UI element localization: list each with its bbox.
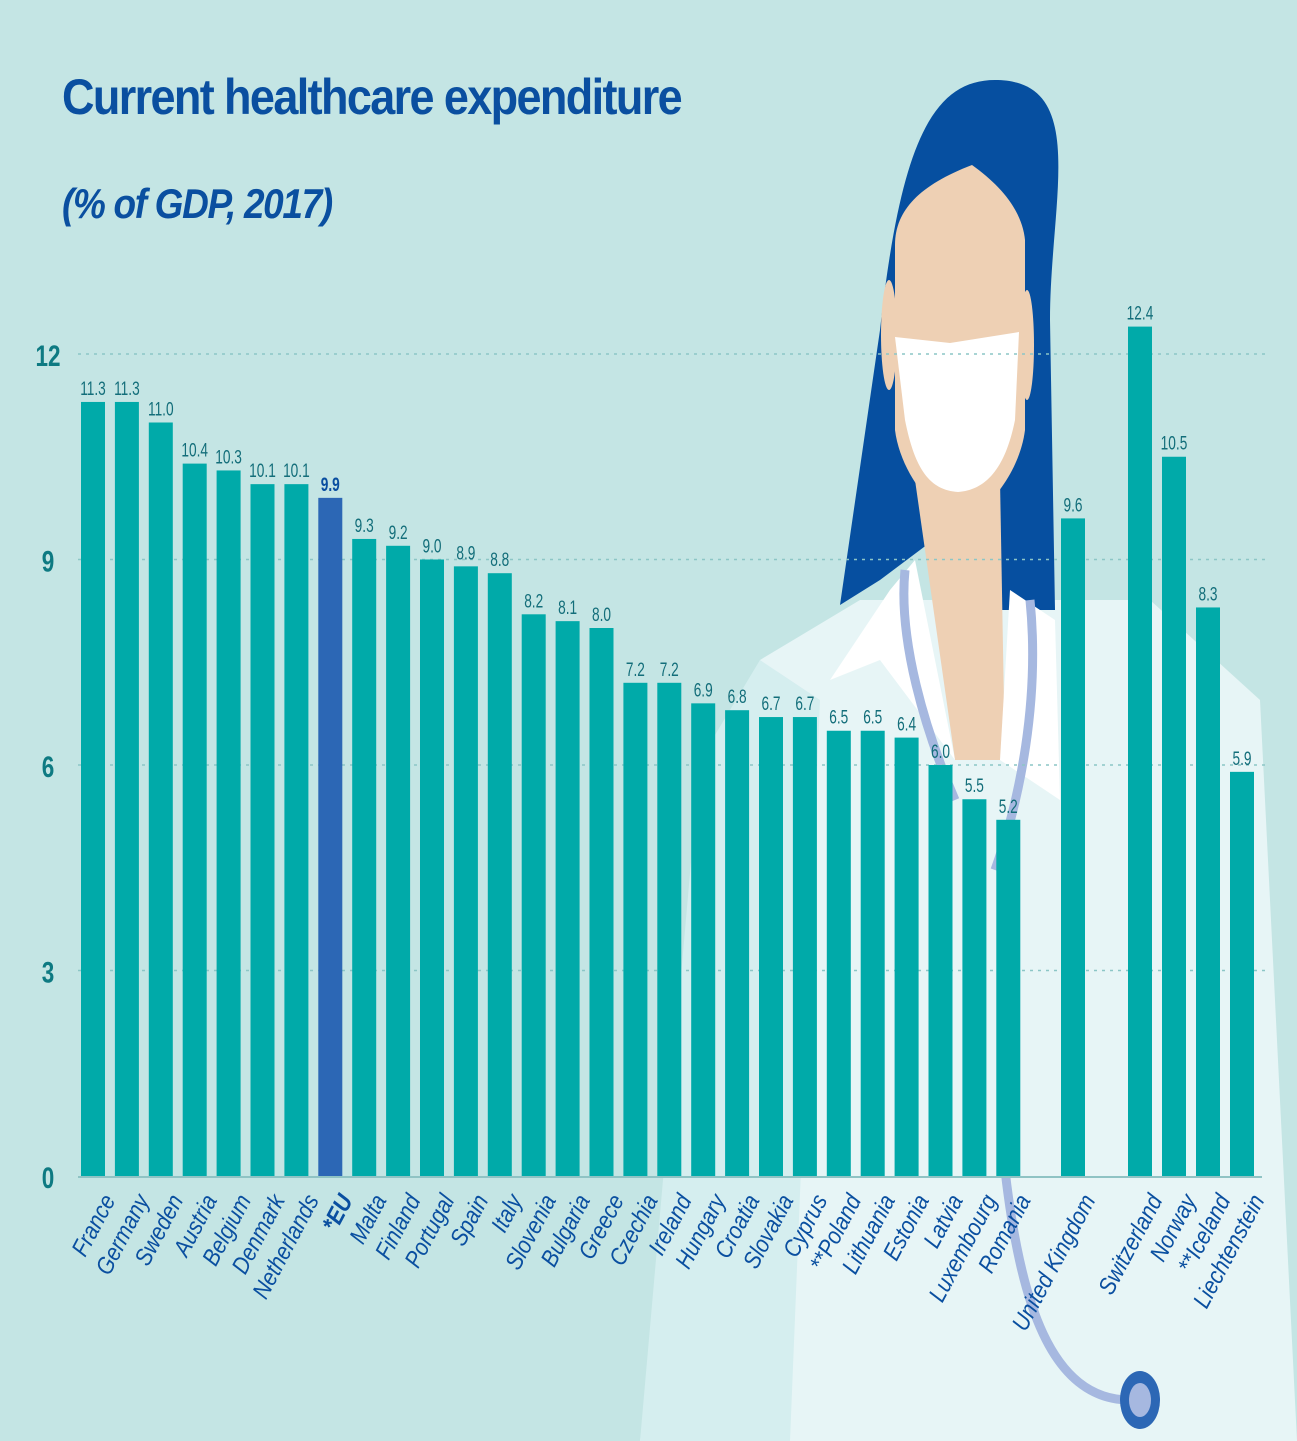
value-label: 10.4	[181, 439, 208, 461]
bar	[657, 682, 682, 1176]
value-label: 6.9	[694, 679, 713, 701]
value-label: 8.2	[524, 590, 543, 612]
value-label: 10.1	[283, 460, 310, 482]
ear-left	[881, 280, 897, 390]
bar	[759, 717, 783, 1176]
value-label: 9.6	[1063, 494, 1082, 516]
bars	[81, 326, 1254, 1177]
bar	[284, 484, 309, 1176]
bar	[826, 730, 851, 1176]
bar	[250, 484, 275, 1176]
value-label: 6.5	[863, 707, 882, 729]
value-label: 7.2	[626, 659, 645, 681]
y-tick-label: 6	[42, 750, 55, 784]
bar	[420, 559, 444, 1176]
bar	[555, 621, 580, 1176]
value-label: 9.3	[355, 515, 374, 537]
bar	[386, 545, 411, 1176]
value-label: 6.0	[931, 741, 950, 763]
y-tick-label: 3	[42, 955, 55, 989]
stethoscope-chestpiece-inner	[1129, 1383, 1151, 1417]
value-label: 8.0	[592, 604, 611, 626]
y-axis: 0 3 6 9 12	[35, 339, 60, 1195]
bar	[114, 401, 139, 1176]
bar	[453, 566, 478, 1176]
stethoscope-chest-tube	[1000, 1169, 1131, 1405]
bar	[691, 703, 716, 1176]
bar	[725, 710, 750, 1176]
bar	[148, 422, 173, 1176]
bar	[996, 819, 1021, 1176]
bar	[487, 573, 512, 1176]
face-mask	[895, 332, 1019, 492]
chart-subtitle: (% of GDP, 2017)	[62, 180, 333, 227]
value-label: 6.7	[761, 693, 780, 715]
value-label: 12.4	[1127, 302, 1154, 324]
bar	[1196, 607, 1220, 1176]
value-label: 7.2	[660, 659, 679, 681]
value-label: 8.1	[558, 597, 577, 619]
value-label: 10.1	[249, 460, 276, 482]
value-label: 10.5	[1161, 433, 1188, 455]
bar	[928, 765, 953, 1176]
value-label: 5.9	[1232, 748, 1251, 770]
value-label: 11.0	[148, 398, 174, 420]
value-label: 8.8	[490, 549, 509, 571]
bar	[1061, 518, 1085, 1176]
bar	[623, 682, 648, 1176]
ear-right	[1020, 290, 1034, 400]
y-tick-label: 12	[35, 339, 60, 373]
neck	[915, 480, 1005, 760]
bar	[216, 470, 241, 1176]
value-labels: 11.3 11.3 11.0 10.4 10.3 10.1 10.1 9.9 9.3 9.2 9.0…	[80, 302, 1251, 817]
value-label: 6.5	[829, 707, 848, 729]
value-label: 5.2	[999, 796, 1018, 818]
value-label: 9.0	[422, 535, 441, 557]
value-label: 6.7	[795, 693, 814, 715]
bar	[521, 614, 546, 1176]
y-tick-label: 0	[42, 1161, 55, 1195]
bar	[792, 717, 817, 1176]
bar	[352, 538, 377, 1176]
bar	[589, 628, 614, 1176]
y-tick-label: 9	[42, 544, 55, 578]
bar	[182, 463, 207, 1177]
value-label: 5.5	[965, 775, 984, 797]
value-label: 10.3	[215, 446, 242, 468]
value-label: 9.2	[389, 522, 408, 544]
bar	[962, 799, 987, 1176]
bar	[1128, 326, 1152, 1177]
value-label: 8.9	[456, 542, 475, 564]
value-label: 9.9	[321, 474, 340, 496]
value-label: 6.8	[728, 686, 747, 708]
bar	[318, 497, 343, 1177]
value-label: 8.3	[1198, 583, 1217, 605]
value-label: 6.4	[897, 713, 916, 735]
bar	[1162, 456, 1186, 1176]
value-label: 11.3	[114, 378, 140, 400]
bar	[81, 401, 105, 1176]
value-label: 11.3	[80, 378, 106, 400]
bar	[1230, 771, 1254, 1176]
chart-title: Current healthcare expenditure	[62, 69, 683, 125]
bar	[860, 730, 885, 1176]
bar	[894, 737, 919, 1176]
category-labels: FranceGermanySwedenAustriaBelgiumDenmark…	[66, 1189, 1269, 1335]
